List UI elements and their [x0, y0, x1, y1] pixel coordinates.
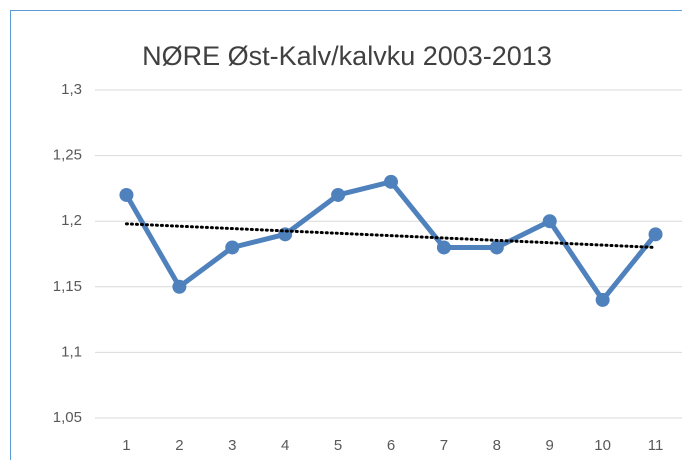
data-point — [489, 240, 504, 255]
data-point — [119, 187, 134, 202]
x-tick-label: 11 — [648, 437, 664, 454]
series-line — [124, 179, 658, 303]
data-point — [331, 187, 346, 202]
data-point — [172, 279, 187, 294]
trendline — [124, 222, 658, 249]
data-point — [278, 227, 293, 242]
x-tick-label: 3 — [228, 437, 236, 454]
data-point — [648, 227, 663, 242]
x-tick-label: 7 — [440, 437, 448, 454]
y-tick-label: 1,05 — [53, 409, 82, 426]
y-tick-label: 1,1 — [61, 343, 82, 360]
x-tick-label: 9 — [546, 437, 554, 454]
x-tick-label: 1 — [122, 437, 130, 454]
chart-border — [10, 10, 682, 460]
data-point — [436, 240, 451, 255]
x-tick-label: 2 — [175, 437, 183, 454]
y-tick-label: 1,2 — [61, 212, 82, 229]
x-tick-label: 5 — [334, 437, 342, 454]
x-tick-label: 10 — [594, 437, 611, 454]
data-point — [542, 214, 557, 229]
y-tick-label: 1,25 — [53, 147, 82, 164]
data-point — [384, 174, 398, 189]
chart-title: NØRE Øst-Kalv/kalvku 2003-2013 — [142, 41, 552, 71]
y-tick-label: 1,15 — [53, 278, 82, 295]
data-point — [595, 292, 610, 307]
x-tick-label: 6 — [387, 437, 395, 454]
data-point — [225, 240, 240, 255]
x-tick-label: 4 — [281, 437, 289, 454]
y-tick-label: 1,3 — [61, 81, 82, 98]
x-tick-label: 8 — [493, 437, 501, 454]
